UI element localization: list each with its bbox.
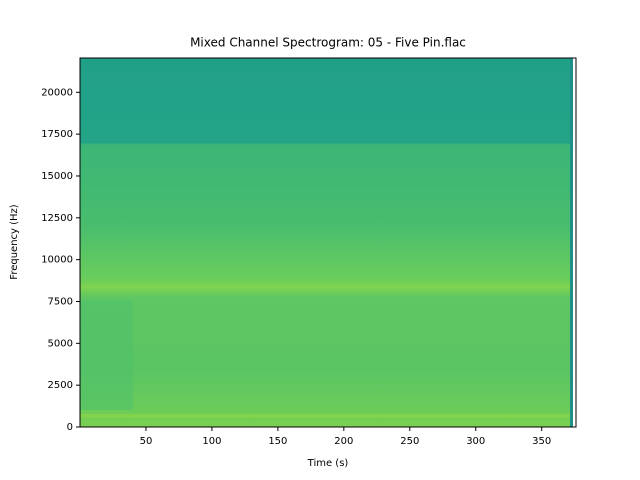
- x-tick-label: 50: [140, 436, 153, 447]
- spectrogram-region: [80, 300, 133, 410]
- spectrogram-edge: [570, 58, 573, 427]
- spectrogram-image: [80, 58, 573, 427]
- x-tick-label: 250: [400, 436, 419, 447]
- x-tick-label: 300: [466, 436, 485, 447]
- spectrogram-region: [80, 414, 570, 418]
- y-tick-label: 15000: [41, 171, 73, 182]
- x-tick-label: 150: [268, 436, 287, 447]
- x-axis-label: Time (s): [307, 458, 349, 469]
- y-tick-label: 2500: [48, 380, 73, 391]
- y-tick-label: 7500: [48, 296, 73, 307]
- y-tick-label: 5000: [48, 338, 73, 349]
- y-tick-label: 0: [67, 422, 73, 433]
- x-tick-label: 350: [532, 436, 551, 447]
- x-tick-label: 100: [202, 436, 221, 447]
- y-tick-label: 17500: [41, 129, 73, 140]
- y-axis-label: Frequency (Hz): [9, 204, 20, 280]
- y-tick-label: 20000: [41, 87, 73, 98]
- y-tick-label: 12500: [41, 213, 73, 224]
- spectrogram-body: [80, 58, 570, 427]
- axes-frame: [79, 57, 577, 428]
- y-tick-label: 10000: [41, 255, 73, 266]
- x-tick-label: 200: [334, 436, 353, 447]
- chart-title: Mixed Channel Spectrogram: 05 - Five Pin…: [190, 36, 466, 50]
